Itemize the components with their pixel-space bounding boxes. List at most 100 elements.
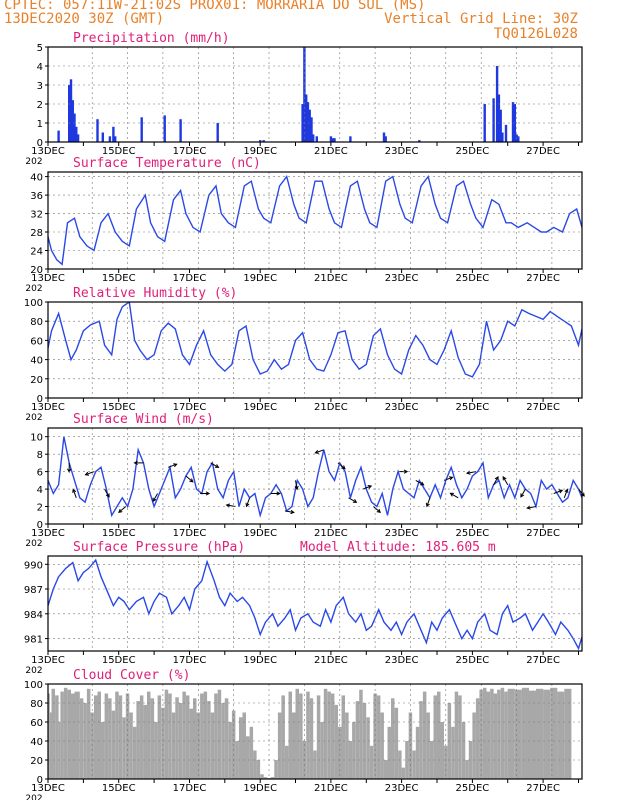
x-tick-label: 25DEC — [456, 273, 490, 284]
wind-arrow — [85, 471, 95, 476]
cloud-column — [543, 689, 551, 779]
cloud-column — [249, 726, 254, 780]
wind-arrowhead — [520, 493, 525, 498]
y-tick-label: 80 — [30, 699, 43, 710]
cloud-column — [514, 689, 522, 779]
pressure-frame — [47, 555, 583, 652]
x-tick-label: 15DEC — [102, 783, 136, 794]
x-tick-label: 23DEC — [385, 402, 419, 413]
temperature-title: Surface Temperature (nC) — [73, 156, 261, 171]
cloud-column — [115, 691, 119, 779]
y-tick-label: 32 — [30, 210, 43, 221]
cloud-column — [345, 712, 349, 779]
wind-arrow — [450, 492, 459, 499]
cloud-column — [224, 698, 229, 780]
x-tick-label: 25DEC — [456, 528, 490, 539]
precip-bar — [57, 130, 60, 142]
precip-bar — [497, 94, 501, 142]
cloud-column — [387, 726, 391, 780]
precip-bar — [305, 94, 308, 142]
cloud-column — [330, 693, 335, 779]
temperature-series-line — [48, 175, 582, 266]
pressure-title: Surface Pressure (hPa) — [73, 540, 245, 555]
x-tick-label: 27DEC — [526, 528, 560, 539]
humidity-title: Relative Humidity (%) — [73, 286, 237, 301]
y-tick-label: 24 — [30, 247, 43, 258]
cloud-column — [557, 691, 565, 779]
cloud-column — [178, 703, 183, 779]
x-tick-label: 21DEC — [314, 783, 348, 794]
x-tick-label: 25DEC — [456, 402, 490, 413]
y-tick-label: 2 — [37, 503, 43, 514]
wind-arrowhead — [341, 465, 346, 470]
precipitation-chart: 0 1 2 3 4 5 13DEC 15DEC 17DEC 19DEC 21DEC 23DEC 25DE… — [25, 31, 583, 167]
wind-arrow — [578, 488, 585, 497]
wind-arrow — [502, 476, 509, 485]
precip-bar — [108, 136, 112, 142]
x-tick-label: 21DEC — [314, 273, 348, 284]
y-tick-label: 20 — [30, 375, 43, 386]
cloud-column — [239, 717, 243, 780]
wind-arrow — [426, 497, 431, 507]
wind-arrow — [210, 462, 219, 468]
pressure-series-line — [48, 558, 582, 651]
cloud-column — [394, 707, 399, 780]
precip-bar — [69, 79, 73, 142]
wind-arrowhead — [214, 464, 220, 468]
y-tick-label: 36 — [30, 191, 43, 202]
cloud-column — [168, 693, 172, 779]
x-tick-label: 17DEC — [173, 273, 207, 284]
y-tick-label: 984 — [24, 610, 43, 621]
precip-bar — [140, 117, 143, 142]
precip-bar — [315, 136, 318, 142]
precip-bar — [308, 109, 311, 142]
cloud-column — [203, 691, 208, 779]
cloud-column — [284, 745, 289, 780]
cloud-column — [256, 760, 261, 779]
cloud-column — [426, 712, 430, 779]
y-tick-label: 2 — [37, 100, 43, 111]
x-tick-label: 17DEC — [173, 528, 207, 539]
x-tick-label: 21DEC — [314, 402, 348, 413]
wind-arrow — [415, 479, 424, 486]
cloud-column — [451, 726, 455, 780]
wind-arrow — [185, 475, 194, 483]
year-label: 202 — [25, 539, 42, 549]
cloud-column — [281, 695, 285, 779]
x-tick-label: 23DEC — [385, 783, 419, 794]
cloud-column — [320, 722, 324, 779]
cloud-column — [536, 688, 544, 780]
y-tick-label: 60 — [30, 718, 43, 729]
cloud-column — [136, 701, 140, 779]
precip-bar — [303, 47, 306, 142]
y-tick-label: 20 — [30, 756, 43, 767]
x-tick-label: 13DEC — [31, 528, 65, 539]
cloud-column — [277, 712, 282, 779]
cloud-column — [497, 689, 501, 779]
cloud-column — [486, 691, 490, 779]
precip-bar — [71, 100, 74, 142]
precipitation-title: Precipitation (mm/h) — [73, 31, 230, 46]
x-tick-label: 19DEC — [243, 528, 277, 539]
wind-arrowhead — [403, 469, 409, 474]
wind-arrow — [362, 485, 372, 490]
cloud-column — [214, 693, 218, 779]
cloud-column — [422, 691, 427, 779]
x-tick-label: 27DEC — [526, 783, 560, 794]
cloud-column — [228, 722, 232, 779]
cloud-column — [507, 688, 515, 780]
wind-arrowhead — [105, 493, 110, 498]
cloud-column — [263, 777, 268, 779]
cloud-column — [391, 698, 395, 780]
wind-arrowhead — [502, 475, 507, 481]
x-tick-label: 13DEC — [31, 146, 65, 157]
wind-arrowhead — [276, 491, 281, 496]
cloud-column — [348, 741, 353, 779]
temperature-chart: 20 24 28 32 36 40 13DEC 15DEC 17DEC 19DEC 21DEC 23D… — [25, 156, 583, 294]
cloud-column — [74, 691, 80, 779]
precip-bar — [259, 140, 262, 142]
cloud-column — [415, 726, 420, 780]
precip-bar — [114, 136, 117, 142]
wind-arrow — [118, 506, 127, 513]
